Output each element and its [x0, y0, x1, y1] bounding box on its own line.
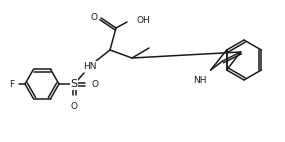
Text: HN: HN — [83, 61, 97, 70]
Text: O: O — [70, 102, 78, 111]
Text: NH: NH — [193, 76, 207, 85]
Text: F: F — [9, 80, 14, 88]
Text: S: S — [70, 79, 78, 89]
Text: O: O — [90, 12, 97, 21]
Text: OH: OH — [136, 15, 150, 25]
Text: O: O — [91, 80, 98, 88]
